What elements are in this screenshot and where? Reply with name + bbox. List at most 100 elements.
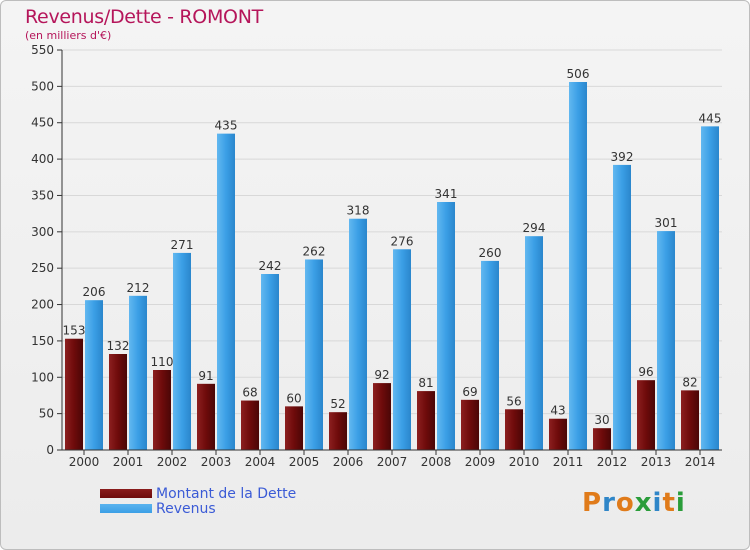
data-label-dette: 60 xyxy=(286,391,301,405)
y-tick-label: 400 xyxy=(31,152,54,166)
bar-dette xyxy=(593,428,611,450)
x-tick-label: 2007 xyxy=(377,455,408,469)
x-tick-label: 2013 xyxy=(641,455,672,469)
bar-revenus xyxy=(349,218,367,450)
data-label-revenus: 260 xyxy=(479,246,502,260)
bar-dette xyxy=(461,399,479,450)
y-tick-label: 250 xyxy=(31,261,54,275)
y-tick-label: 200 xyxy=(31,298,54,312)
legend-label-revenus: Revenus xyxy=(156,500,216,517)
x-tick-label: 2012 xyxy=(597,455,628,469)
logo-letter: t xyxy=(662,488,676,518)
bar-revenus xyxy=(393,249,411,450)
y-tick-label: 50 xyxy=(39,407,54,421)
data-label-revenus: 301 xyxy=(655,216,678,230)
logo-letter: i xyxy=(652,488,663,518)
data-label-revenus: 276 xyxy=(391,234,414,248)
chart-title: Revenus/Dette - ROMONT xyxy=(25,6,263,28)
data-label-revenus: 262 xyxy=(303,244,326,258)
data-label-revenus: 445 xyxy=(699,111,722,125)
data-label-revenus: 206 xyxy=(83,285,106,299)
bar-revenus xyxy=(129,295,147,450)
x-tick-label: 2009 xyxy=(465,455,496,469)
y-tick-label: 500 xyxy=(31,79,54,93)
legend-label-dette: Montant de la Dette xyxy=(156,485,297,502)
data-label-revenus: 341 xyxy=(435,187,458,201)
data-label-dette: 52 xyxy=(330,397,345,411)
bar-dette xyxy=(65,338,83,450)
data-label-dette: 56 xyxy=(506,394,521,408)
bar-revenus xyxy=(173,252,191,450)
bar-revenus xyxy=(305,259,323,450)
bar-dette xyxy=(505,409,523,450)
x-tick-label: 2010 xyxy=(509,455,540,469)
data-label-dette: 153 xyxy=(63,324,86,338)
data-label-revenus: 271 xyxy=(171,238,194,252)
x-tick-label: 2002 xyxy=(157,455,188,469)
data-label-revenus: 506 xyxy=(567,67,590,81)
data-label-dette: 30 xyxy=(594,413,609,427)
data-label-revenus: 212 xyxy=(127,281,150,295)
logo-letter: x xyxy=(634,488,653,518)
data-label-dette: 91 xyxy=(198,369,213,383)
legend-swatch-dette xyxy=(100,489,152,498)
bar-dette xyxy=(109,354,127,450)
y-tick-label: 300 xyxy=(31,225,54,239)
bar-dette xyxy=(241,400,259,450)
bar-dette xyxy=(153,370,171,450)
y-tick-label: 0 xyxy=(46,443,54,457)
logo-letter: o xyxy=(615,488,635,518)
bar-revenus xyxy=(217,133,235,451)
logo-letter: i xyxy=(675,488,686,518)
bar-revenus xyxy=(657,231,675,450)
bar-revenus xyxy=(613,164,631,450)
bar-revenus xyxy=(701,126,719,450)
x-tick-label: 2000 xyxy=(69,455,100,469)
x-tick-label: 2001 xyxy=(113,455,144,469)
data-label-dette: 132 xyxy=(107,339,130,353)
bar-dette xyxy=(197,383,215,450)
data-label-revenus: 435 xyxy=(215,119,238,133)
x-tick-label: 2005 xyxy=(289,455,320,469)
data-label-dette: 68 xyxy=(242,386,257,400)
legend-item-dette: Montant de la Dette xyxy=(100,485,297,502)
y-tick-label: 150 xyxy=(31,334,54,348)
data-label-dette: 82 xyxy=(682,375,697,389)
bar-dette xyxy=(549,418,567,450)
data-label-revenus: 392 xyxy=(611,150,634,164)
data-label-revenus: 318 xyxy=(347,204,370,218)
bar-revenus xyxy=(85,300,103,450)
legend-swatch-revenus xyxy=(100,504,152,513)
logo-letter: r xyxy=(602,488,616,518)
bar-revenus xyxy=(437,202,455,450)
chart-subtitle: (en milliers d'€) xyxy=(25,29,112,42)
logo-letter: P xyxy=(582,488,603,518)
bar-dette xyxy=(637,380,655,450)
data-label-dette: 96 xyxy=(638,365,653,379)
bar-dette xyxy=(681,390,699,450)
y-tick-label: 550 xyxy=(31,43,54,57)
x-tick-label: 2004 xyxy=(245,455,276,469)
y-tick-label: 350 xyxy=(31,188,54,202)
x-tick-label: 2008 xyxy=(421,455,452,469)
legend: Montant de la Dette Revenus xyxy=(100,485,297,517)
bar-dette xyxy=(373,383,391,450)
bar-revenus xyxy=(481,260,499,450)
x-tick-label: 2011 xyxy=(553,455,584,469)
bar-revenus xyxy=(525,236,543,450)
y-tick-label: 450 xyxy=(31,116,54,130)
data-label-dette: 43 xyxy=(550,404,565,418)
data-label-dette: 110 xyxy=(151,355,174,369)
bar-dette xyxy=(417,391,435,450)
y-tick-label: 100 xyxy=(31,370,54,384)
bar-dette xyxy=(329,412,347,450)
data-label-revenus: 242 xyxy=(259,259,282,273)
bar-dette xyxy=(285,406,303,450)
data-label-dette: 81 xyxy=(418,376,433,390)
data-label-revenus: 294 xyxy=(523,221,546,235)
x-tick-label: 2006 xyxy=(333,455,364,469)
legend-item-revenus: Revenus xyxy=(100,500,296,517)
bar-revenus xyxy=(569,82,587,450)
x-tick-label: 2014 xyxy=(685,455,716,469)
